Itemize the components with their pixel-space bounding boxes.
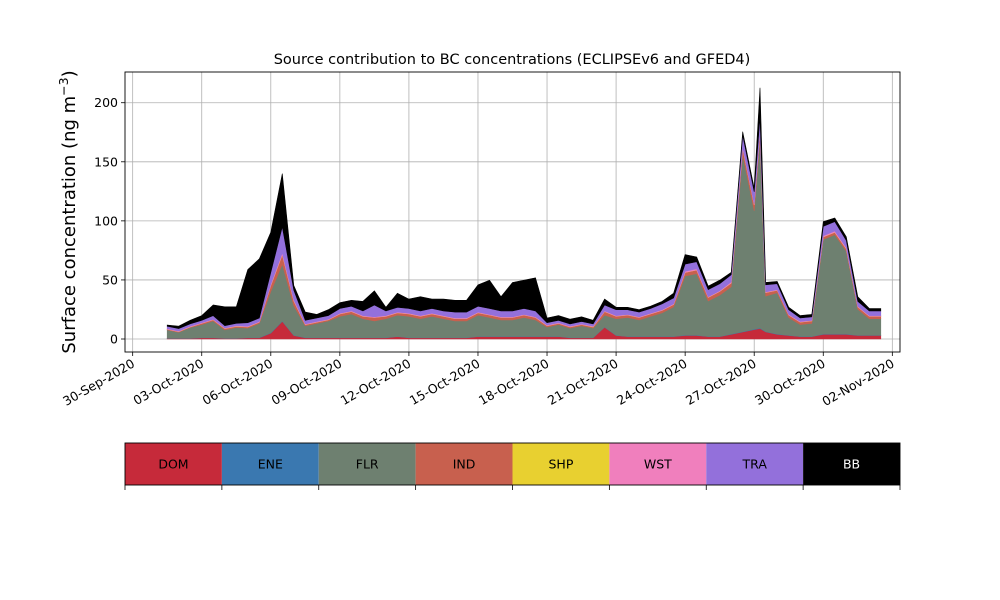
y-tick-label: 50 <box>102 272 118 287</box>
x-tick-label: 21-Oct-2020 <box>545 356 621 408</box>
x-tick-label: 24-Oct-2020 <box>614 356 690 408</box>
legend-label-tra: TRA <box>742 457 768 472</box>
plot-area <box>124 71 901 353</box>
y-axis-label-sup: −3 <box>56 77 71 95</box>
legend-swatch-flr <box>318 443 416 485</box>
y-axis-label-main: Surface concentration (ng m <box>59 96 80 354</box>
legend-label-wst: WST <box>644 457 672 472</box>
y-axis: 0 50 100 150 200 <box>94 95 125 347</box>
legend-swatch-tra <box>706 443 804 485</box>
legend-swatch-ind <box>415 443 513 485</box>
x-tick-label: 30-Oct-2020 <box>752 356 828 408</box>
x-axis: 30-Sep-202003-Oct-202006-Oct-202009-Oct-… <box>60 352 897 409</box>
legend-label-ind: IND <box>453 457 476 472</box>
x-tick-label: 15-Oct-2020 <box>407 356 483 408</box>
x-tick-label: 18-Oct-2020 <box>476 356 552 408</box>
x-tick-label: 06-Oct-2020 <box>200 356 276 408</box>
y-tick-label: 0 <box>110 332 118 347</box>
y-axis-label: Surface concentration (ng m−3) <box>56 70 80 353</box>
legend-swatch-wst <box>609 443 707 485</box>
x-tick-label: 02-Nov-2020 <box>819 356 897 409</box>
area-bb <box>166 87 882 329</box>
x-tick-label: 09-Oct-2020 <box>269 356 345 408</box>
legend-label-ene: ENE <box>258 457 283 472</box>
stacked-areas <box>166 87 882 340</box>
legend-colorbar: DOM ENE FLR IND SHP WST TRA BB <box>124 442 901 490</box>
y-tick-label: 100 <box>94 213 118 228</box>
legend-label-shp: SHP <box>549 457 574 472</box>
x-tick-label: 03-Oct-2020 <box>131 356 207 408</box>
y-axis-label-close: ) <box>59 70 80 77</box>
y-tick-label: 200 <box>94 95 118 110</box>
legend-swatch-shp <box>512 443 610 485</box>
legend-label-flr: FLR <box>356 457 379 472</box>
legend-swatch-dom <box>125 443 222 485</box>
x-tick-label: 30-Sep-2020 <box>60 356 137 409</box>
legend-label-bb: BB <box>843 457 860 472</box>
legend-swatch-ene <box>221 443 319 485</box>
x-tick-label: 27-Oct-2020 <box>683 356 759 408</box>
plot-frame <box>124 71 901 353</box>
chart-title: Source contribution to BC concentrations… <box>274 52 751 68</box>
legend-label-dom: DOM <box>158 457 188 472</box>
legend-swatch-bb <box>803 443 900 485</box>
x-tick-label: 12-Oct-2020 <box>338 356 414 408</box>
y-tick-label: 150 <box>94 154 118 169</box>
